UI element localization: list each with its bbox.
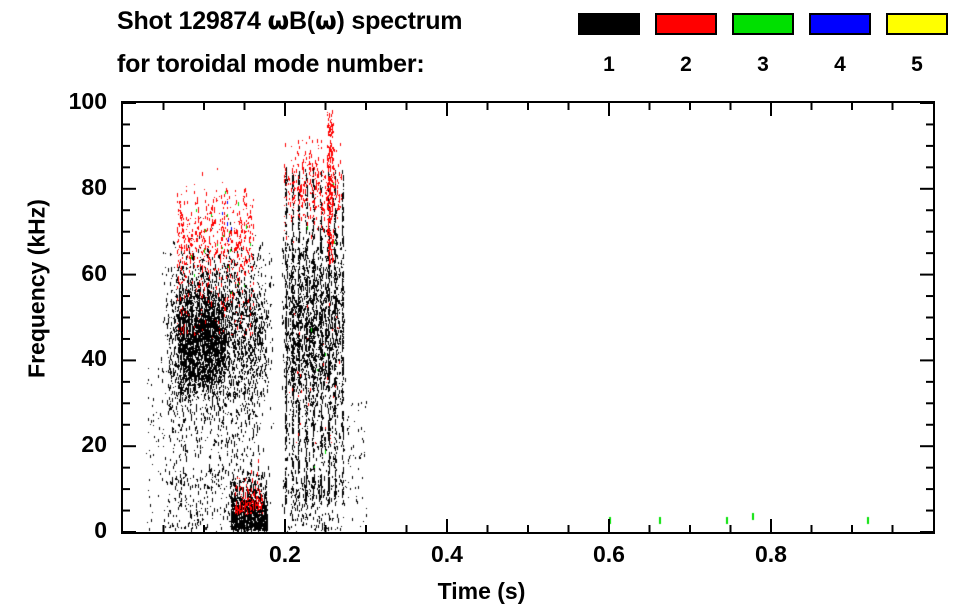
- omega-symbol-2: ω: [314, 6, 337, 35]
- legend-swatch-mode-4: [809, 13, 871, 35]
- legend-item-mode-1: 1: [578, 13, 642, 91]
- y-tick-label: 80: [81, 173, 107, 200]
- legend-item-mode-3: 3: [732, 13, 796, 91]
- x-tick-label: 0.4: [431, 541, 463, 567]
- figure-header: Shot 129874 ωB(ω) spectrum for toroidal …: [0, 0, 963, 95]
- legend-swatch-mode-1: [578, 13, 640, 35]
- x-tick-label: 0.8: [755, 541, 787, 567]
- omega-symbol-1: ω: [267, 6, 289, 35]
- figure-title: Shot 129874 ωB(ω) spectrum: [117, 6, 463, 36]
- legend-label-mode-2: 2: [680, 53, 692, 76]
- plot-area: [121, 101, 935, 534]
- y-tick-label: 20: [81, 431, 107, 458]
- x-tick-label: 0.6: [593, 541, 625, 567]
- y-tick-label: 100: [68, 88, 107, 114]
- y-tick-label: 40: [81, 345, 107, 372]
- legend-label-mode-4: 4: [834, 53, 846, 76]
- legend-item-mode-4: 4: [809, 13, 873, 91]
- legend-label-mode-3: 3: [757, 53, 769, 76]
- x-axis-label: Time (s): [437, 578, 526, 604]
- title-prefix: Shot 129874: [117, 7, 268, 35]
- title-mid: B(: [289, 7, 315, 35]
- title-suffix: ) spectrum: [336, 7, 463, 35]
- y-tick-label: 0: [94, 517, 107, 543]
- legend-item-mode-5: 5: [886, 13, 950, 91]
- y-tick-label: 60: [81, 259, 107, 286]
- spectrum-scatter-canvas: [123, 103, 933, 532]
- figure-subtitle: for toroidal mode number:: [117, 50, 425, 78]
- legend-swatch-mode-5: [886, 13, 948, 35]
- x-tick-label: 0.2: [269, 541, 301, 567]
- legend-label-mode-1: 1: [603, 53, 615, 76]
- legend-label-mode-5: 5: [911, 53, 923, 76]
- legend-swatch-mode-3: [732, 13, 794, 35]
- legend-swatch-mode-2: [655, 13, 717, 35]
- legend-item-mode-2: 2: [655, 13, 719, 91]
- legend: 1 2 3 4 5: [578, 13, 958, 91]
